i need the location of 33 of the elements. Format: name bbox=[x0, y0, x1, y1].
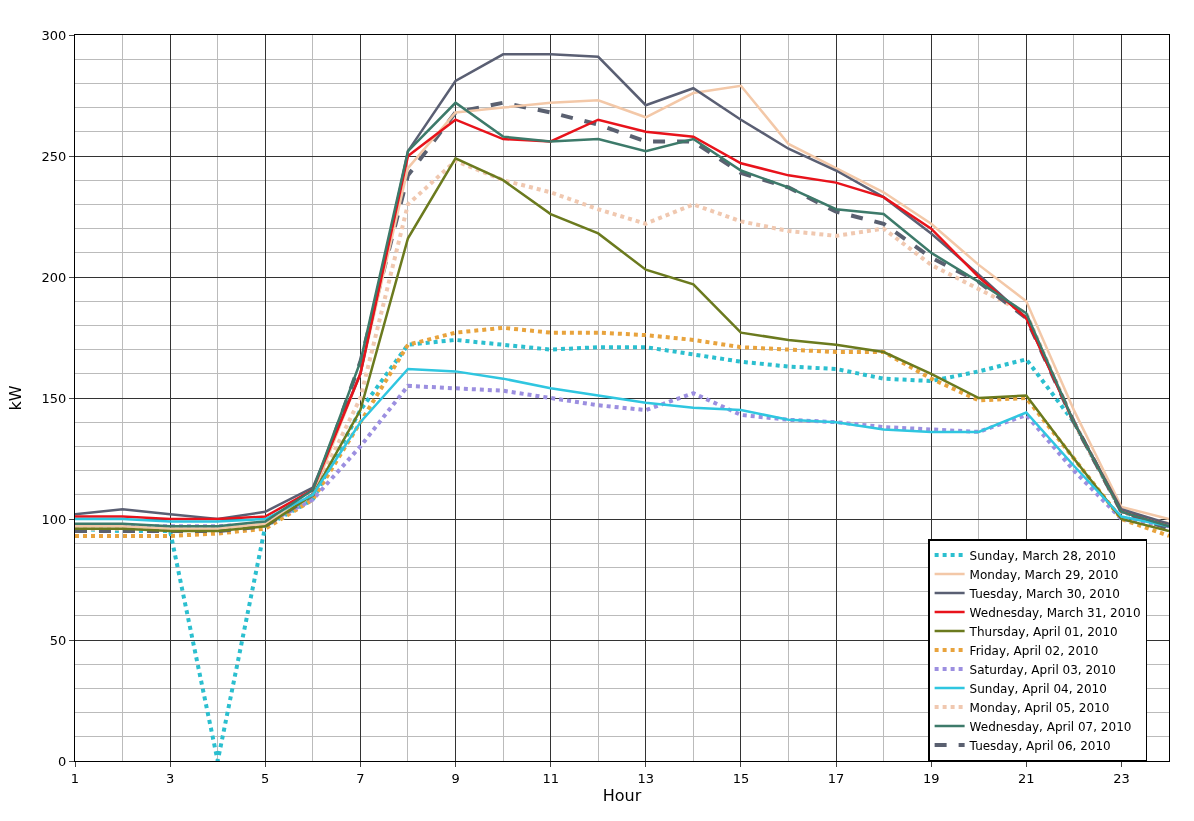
legend-label: Wednesday, March 31, 2010 bbox=[969, 605, 1141, 620]
legend-label: Monday, March 29, 2010 bbox=[969, 567, 1119, 582]
legend-label: Sunday, April 04, 2010 bbox=[969, 681, 1107, 696]
legend-label: Wednesday, April 07, 2010 bbox=[969, 719, 1132, 734]
x-tick-label: 15 bbox=[732, 770, 750, 786]
legend-label: Sunday, March 28, 2010 bbox=[969, 548, 1116, 563]
x-tick-label: 1 bbox=[70, 770, 80, 786]
x-axis-title: Hour bbox=[602, 785, 642, 805]
y-tick-label: 100 bbox=[41, 511, 67, 527]
y-tick-label: 50 bbox=[49, 632, 67, 648]
x-tick-label: 7 bbox=[356, 770, 365, 786]
legend-label: Tuesday, April 06, 2010 bbox=[968, 738, 1111, 753]
x-tick-label: 17 bbox=[827, 770, 845, 786]
x-tick-label: 11 bbox=[542, 770, 559, 786]
x-tick-label: 9 bbox=[451, 770, 460, 786]
legend-label: Thursday, April 01, 2010 bbox=[968, 624, 1118, 639]
legend-label: Monday, April 05, 2010 bbox=[969, 700, 1110, 715]
y-axis-title: kW bbox=[6, 385, 26, 411]
line-series bbox=[75, 325, 1169, 538]
legend-label: Saturday, April 03, 2010 bbox=[969, 662, 1117, 677]
x-tick-label: 3 bbox=[165, 770, 175, 786]
x-tick-label: 13 bbox=[637, 770, 655, 786]
x-tick-label: 5 bbox=[261, 770, 270, 786]
x-tick-label: 19 bbox=[922, 770, 940, 786]
legend-label: Friday, April 02, 2010 bbox=[969, 643, 1099, 658]
x-tick-label: 23 bbox=[1113, 770, 1130, 786]
y-tick-label: 0 bbox=[58, 753, 67, 769]
x-tick-label: 21 bbox=[1018, 770, 1035, 786]
y-tick-label: 200 bbox=[41, 269, 67, 285]
y-tick-label: 300 bbox=[41, 27, 67, 43]
y-tick-label: 250 bbox=[41, 148, 67, 164]
y-tick-label: 150 bbox=[41, 390, 67, 406]
legend-label: Tuesday, March 30, 2010 bbox=[968, 586, 1120, 601]
